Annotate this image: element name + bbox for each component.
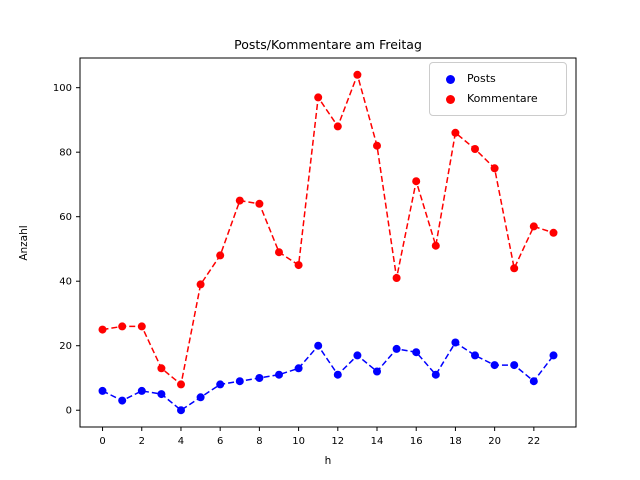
legend-item-kommentare: Kommentare	[440, 89, 558, 109]
data-point-kommentare	[529, 222, 538, 231]
series-layer	[98, 70, 558, 415]
data-point-posts	[255, 374, 264, 382]
y-axis-label: Anzahl	[18, 225, 30, 260]
data-point-posts	[333, 370, 342, 379]
data-point-posts	[471, 351, 479, 360]
chart-title: Posts/Kommentare am Freitag	[234, 37, 422, 52]
data-point-kommentare	[137, 322, 146, 331]
x-tick-label: 22	[527, 436, 540, 447]
y-tick-label: 80	[59, 148, 72, 159]
data-point-posts	[118, 396, 127, 405]
data-point-kommentare	[373, 141, 381, 150]
x-tick-label: 20	[488, 436, 501, 447]
data-point-posts	[216, 380, 225, 389]
y-tick-label: 0	[66, 406, 72, 417]
x-tick-label: 10	[292, 436, 305, 447]
axes-frame	[79, 57, 577, 428]
data-point-kommentare	[157, 364, 166, 373]
x-axis-label: h	[325, 455, 332, 467]
data-point-kommentare	[549, 228, 558, 237]
x-tick-label: 8	[256, 436, 262, 447]
data-point-posts	[177, 406, 185, 415]
data-point-posts	[549, 351, 558, 360]
data-point-posts	[137, 386, 146, 395]
legend-label-kommentare: Kommentare	[467, 92, 538, 105]
data-point-posts	[196, 393, 205, 402]
data-point-posts	[510, 361, 519, 370]
y-tick-label: 100	[53, 83, 72, 94]
data-point-posts	[235, 377, 244, 386]
data-point-kommentare	[490, 164, 499, 173]
data-point-posts	[412, 348, 421, 357]
data-point-kommentare	[353, 70, 362, 79]
data-point-kommentare	[98, 325, 107, 334]
data-point-posts	[314, 341, 323, 350]
data-point-kommentare	[235, 196, 244, 205]
x-tick-label: 12	[331, 436, 344, 447]
y-tick-label: 20	[59, 341, 72, 352]
x-tick-label: 2	[139, 436, 145, 447]
data-point-kommentare	[451, 128, 460, 137]
data-point-posts	[275, 370, 283, 379]
kommentare-marker-icon	[446, 94, 455, 104]
data-point-kommentare	[118, 322, 127, 331]
x-tick-label: 0	[99, 436, 105, 447]
data-point-posts	[157, 390, 166, 399]
x-tick-label: 4	[178, 436, 184, 447]
data-point-kommentare	[275, 248, 283, 257]
x-tick-label: 16	[410, 436, 423, 447]
x-tick-label: 14	[371, 436, 384, 447]
data-point-kommentare	[216, 251, 225, 260]
legend: Posts Kommentare	[429, 62, 567, 116]
data-point-kommentare	[392, 274, 401, 282]
series-line-posts	[102, 341, 555, 412]
data-point-kommentare	[510, 264, 519, 273]
data-point-kommentare	[314, 93, 323, 102]
data-point-posts	[392, 344, 401, 353]
y-tick-label: 40	[59, 277, 72, 288]
posts-marker-icon	[446, 74, 455, 84]
data-point-posts	[294, 364, 303, 373]
data-point-kommentare	[177, 380, 185, 389]
data-point-kommentare	[412, 177, 421, 186]
data-point-kommentare	[431, 241, 440, 250]
data-point-posts	[490, 361, 499, 370]
legend-label-posts: Posts	[467, 72, 496, 85]
x-tick-label: 18	[449, 436, 462, 447]
data-point-posts	[451, 338, 460, 347]
data-point-kommentare	[294, 261, 303, 270]
x-tick-label: 6	[217, 436, 223, 447]
axis-ticks: 0 2 4 6 8 10 12 14 16 18 20 22 0 20 40 60 80 100	[53, 83, 540, 447]
data-point-posts	[353, 351, 362, 360]
y-tick-label: 60	[59, 212, 72, 223]
data-point-kommentare	[471, 145, 479, 153]
legend-item-posts: Posts	[440, 69, 558, 89]
data-point-posts	[529, 377, 538, 386]
data-point-kommentare	[255, 199, 264, 208]
data-point-posts	[373, 367, 381, 376]
series-line-kommentare	[102, 72, 554, 386]
data-point-kommentare	[333, 122, 342, 131]
data-point-posts	[98, 386, 107, 395]
data-point-posts	[431, 370, 440, 379]
data-point-kommentare	[196, 280, 205, 289]
